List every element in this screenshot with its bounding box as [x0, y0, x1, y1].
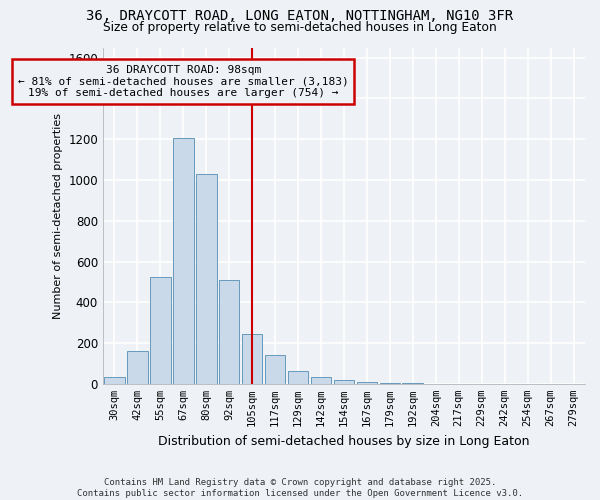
Bar — [219, 280, 239, 384]
Bar — [380, 383, 400, 384]
Bar — [265, 356, 286, 384]
Bar — [334, 380, 354, 384]
Bar — [127, 351, 148, 384]
Bar — [311, 376, 331, 384]
X-axis label: Distribution of semi-detached houses by size in Long Eaton: Distribution of semi-detached houses by … — [158, 434, 530, 448]
Bar — [403, 383, 423, 384]
Bar — [196, 174, 217, 384]
Text: 36 DRAYCOTT ROAD: 98sqm
← 81% of semi-detached houses are smaller (3,183)
19% of: 36 DRAYCOTT ROAD: 98sqm ← 81% of semi-de… — [18, 65, 349, 98]
Bar — [173, 138, 194, 384]
Bar — [356, 382, 377, 384]
Bar — [150, 277, 170, 384]
Bar — [287, 370, 308, 384]
Text: 36, DRAYCOTT ROAD, LONG EATON, NOTTINGHAM, NG10 3FR: 36, DRAYCOTT ROAD, LONG EATON, NOTTINGHA… — [86, 9, 514, 23]
Bar — [242, 334, 262, 384]
Text: Contains HM Land Registry data © Crown copyright and database right 2025.
Contai: Contains HM Land Registry data © Crown c… — [77, 478, 523, 498]
Text: Size of property relative to semi-detached houses in Long Eaton: Size of property relative to semi-detach… — [103, 21, 497, 34]
Y-axis label: Number of semi-detached properties: Number of semi-detached properties — [53, 112, 63, 318]
Bar — [104, 376, 125, 384]
